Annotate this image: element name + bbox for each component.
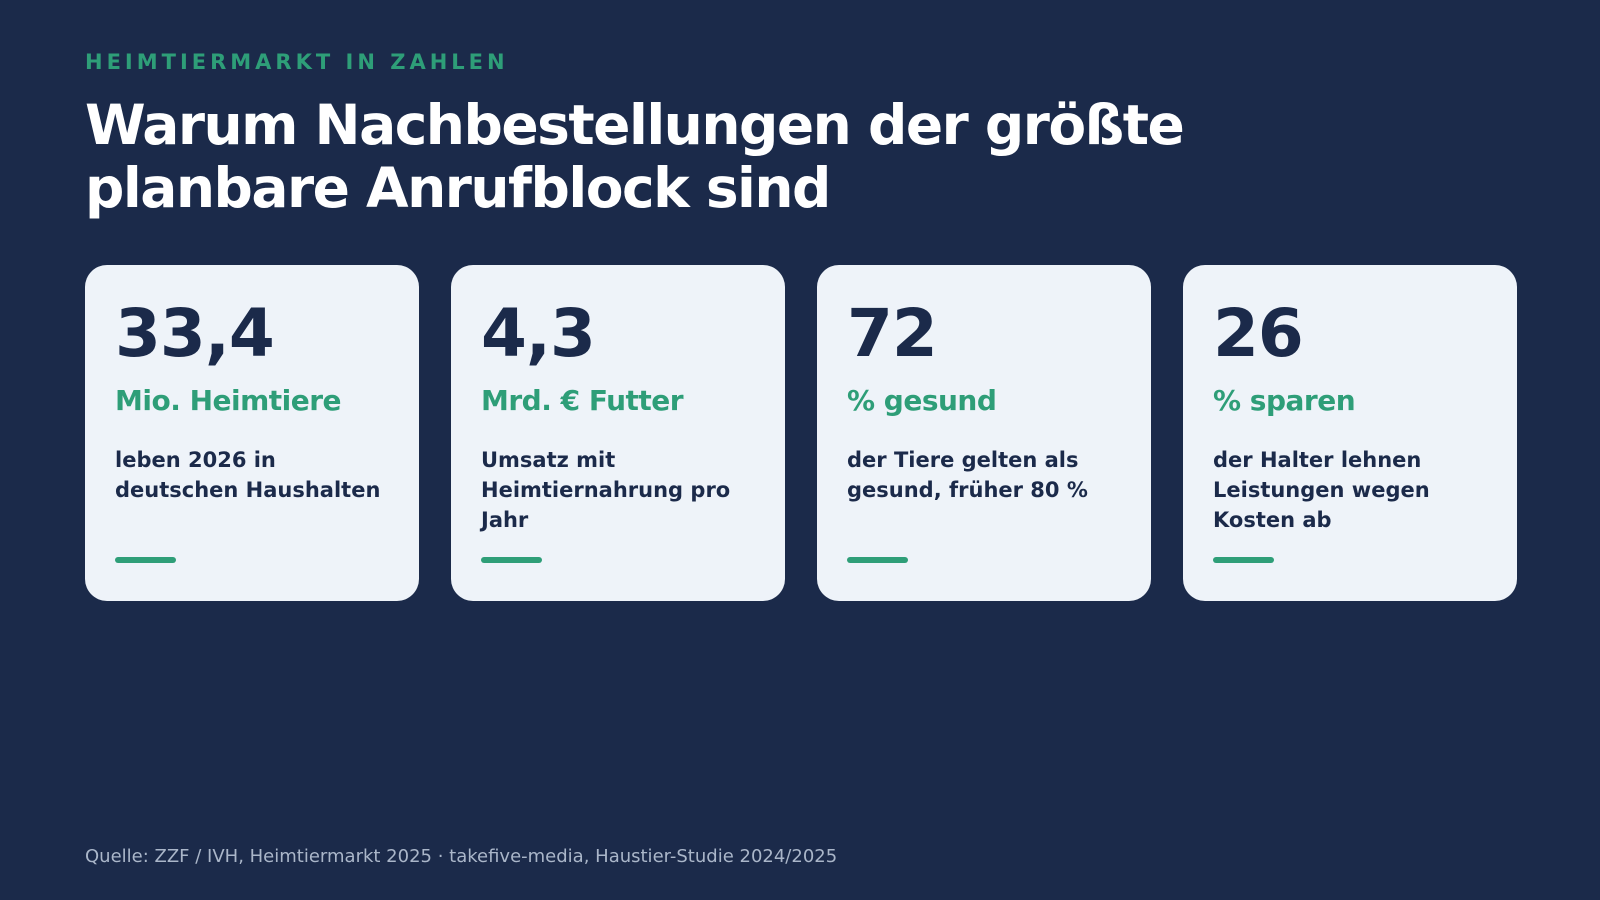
accent-bar: [115, 557, 176, 563]
stat-description: leben 2026 in deutschen Haushalten: [115, 448, 381, 502]
stat-description: Umsatz mit Heimtiernahrung pro Jahr: [481, 448, 731, 532]
stat-unit: % sparen: [1213, 384, 1356, 417]
accent-bar: [1213, 557, 1274, 563]
stat-unit: % gesund: [847, 384, 997, 417]
stat-value: 33,4: [115, 295, 275, 372]
stat-card-saving: 26 % sparen der Halter lehnen Leistungen…: [1183, 265, 1517, 601]
stat-description: der Tiere gelten als gesund, früher 80 %: [847, 448, 1088, 502]
stat-card-pets: 33,4 Mio. Heimtiere leben 2026 in deutsc…: [85, 265, 419, 601]
stat-unit: Mrd. € Futter: [481, 384, 684, 417]
stat-value: 26: [1213, 295, 1304, 372]
stat-cards: 33,4 Mio. Heimtiere leben 2026 in deutsc…: [85, 265, 1517, 601]
accent-bar: [481, 557, 542, 563]
slide-title: Warum Nachbestellungen der größte planba…: [85, 93, 1185, 220]
accent-bar: [847, 557, 908, 563]
stat-value: 72: [847, 295, 938, 372]
stat-unit: Mio. Heimtiere: [115, 384, 342, 417]
eyebrow-label: HEIMTIERMARKT IN ZAHLEN: [85, 50, 509, 74]
source-note: Quelle: ZZF / IVH, Heimtiermarkt 2025 · …: [85, 846, 838, 867]
stat-card-food: 4,3 Mrd. € Futter Umsatz mit Heimtiernah…: [451, 265, 785, 601]
stat-description: der Halter lehnen Leistungen wegen Koste…: [1213, 448, 1430, 532]
stat-card-healthy: 72 % gesund der Tiere gelten als gesund,…: [817, 265, 1151, 601]
stat-value: 4,3: [481, 295, 596, 372]
